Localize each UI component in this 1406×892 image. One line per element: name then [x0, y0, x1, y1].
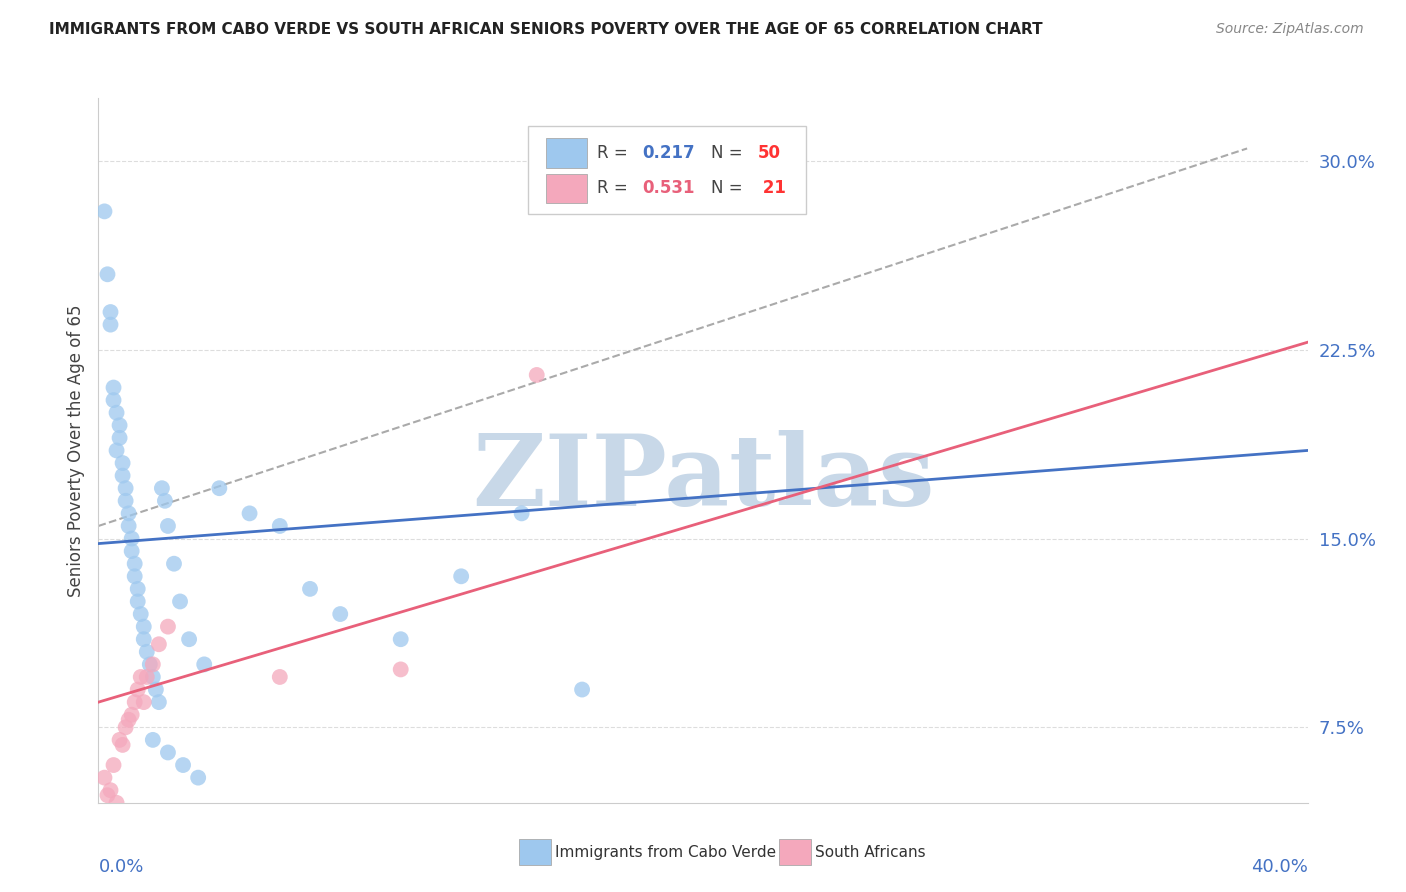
Point: [132, 619, 155, 633]
FancyBboxPatch shape: [546, 138, 586, 168]
Point: [148, 637, 170, 651]
FancyBboxPatch shape: [546, 174, 586, 203]
Text: IMMIGRANTS FROM CABO VERDE VS SOUTH AFRICAN SENIORS POVERTY OVER THE AGE OF 65 C: IMMIGRANTS FROM CABO VERDE VS SOUTH AFRI…: [49, 22, 1043, 37]
Point: [132, 695, 155, 709]
Point: [153, 493, 176, 508]
Text: South Africans: South Africans: [815, 845, 927, 860]
Point: [100, 783, 122, 797]
Y-axis label: Seniors Poverty Over the Age of 65: Seniors Poverty Over the Age of 65: [66, 304, 84, 597]
Point: [121, 532, 143, 546]
Point: [111, 738, 134, 752]
Point: [142, 732, 165, 747]
Point: [156, 519, 179, 533]
Text: 0.531: 0.531: [643, 179, 695, 197]
Point: [108, 418, 131, 433]
Point: [526, 368, 548, 382]
Point: [121, 707, 143, 722]
Point: [142, 657, 165, 672]
Point: [96, 268, 118, 282]
Point: [111, 456, 134, 470]
Point: [139, 657, 162, 672]
Point: [150, 481, 173, 495]
Point: [111, 468, 134, 483]
Point: [114, 720, 136, 734]
Point: [172, 758, 194, 772]
FancyBboxPatch shape: [519, 839, 551, 865]
Point: [93, 204, 115, 219]
Point: [269, 519, 291, 533]
Point: [132, 632, 155, 647]
FancyBboxPatch shape: [779, 839, 811, 865]
Text: 40.0%: 40.0%: [1251, 858, 1308, 876]
Point: [269, 670, 291, 684]
Point: [142, 670, 165, 684]
FancyBboxPatch shape: [527, 127, 806, 214]
Point: [163, 557, 186, 571]
Point: [121, 544, 143, 558]
Point: [127, 582, 149, 596]
Point: [145, 682, 167, 697]
Point: [389, 662, 412, 676]
Point: [299, 582, 322, 596]
Point: [127, 682, 149, 697]
Point: [239, 507, 262, 521]
Point: [571, 682, 593, 697]
Point: [329, 607, 352, 621]
Point: [124, 569, 146, 583]
Point: [129, 670, 152, 684]
Point: [127, 594, 149, 608]
Point: [108, 732, 131, 747]
Point: [100, 318, 122, 332]
Text: 21: 21: [758, 179, 786, 197]
Point: [187, 771, 209, 785]
Point: [156, 746, 179, 760]
Point: [135, 670, 157, 684]
Text: N =: N =: [711, 179, 748, 197]
Point: [108, 431, 131, 445]
Point: [389, 632, 412, 647]
Point: [124, 557, 146, 571]
Point: [148, 695, 170, 709]
Point: [169, 594, 191, 608]
Point: [103, 758, 125, 772]
Point: [118, 519, 141, 533]
Text: R =: R =: [596, 179, 633, 197]
Point: [105, 796, 128, 810]
Point: [93, 771, 115, 785]
Point: [118, 507, 141, 521]
Point: [510, 507, 533, 521]
Point: [156, 619, 179, 633]
Point: [124, 695, 146, 709]
Text: 0.0%: 0.0%: [98, 858, 143, 876]
Point: [105, 443, 128, 458]
Point: [208, 481, 231, 495]
Text: Source: ZipAtlas.com: Source: ZipAtlas.com: [1216, 22, 1364, 37]
Point: [100, 305, 122, 319]
Text: 50: 50: [758, 145, 780, 162]
Point: [103, 393, 125, 408]
Text: 0.217: 0.217: [643, 145, 695, 162]
Point: [114, 481, 136, 495]
Point: [105, 406, 128, 420]
Text: N =: N =: [711, 145, 748, 162]
Text: ZIPatlas: ZIPatlas: [472, 430, 934, 527]
Point: [450, 569, 472, 583]
Text: Immigrants from Cabo Verde: Immigrants from Cabo Verde: [555, 845, 776, 860]
Point: [114, 493, 136, 508]
Point: [96, 789, 118, 803]
Point: [193, 657, 215, 672]
Point: [118, 713, 141, 727]
Text: R =: R =: [596, 145, 633, 162]
Point: [103, 380, 125, 394]
Point: [135, 645, 157, 659]
Point: [179, 632, 201, 647]
Point: [129, 607, 152, 621]
